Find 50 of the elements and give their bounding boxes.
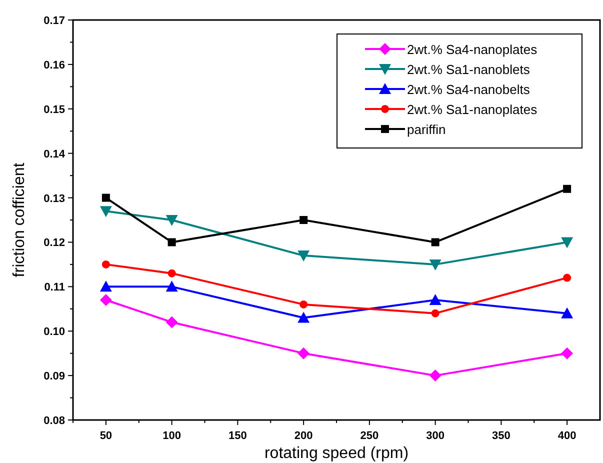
x-tick-label: 250 (360, 430, 379, 442)
point (300, 300, 308, 308)
point (563, 274, 572, 282)
legend-label: 2wt.% Sa1-nanoblets (407, 62, 530, 77)
y-tick-label: 0.11 (44, 282, 65, 294)
y-tick-label: 0.14 (44, 148, 66, 160)
x-tick-label: 300 (426, 430, 444, 442)
point (561, 307, 574, 318)
point (431, 238, 440, 246)
y-tick-label: 0.09 (44, 370, 65, 383)
x-tick-label: 50 (100, 430, 112, 442)
point (166, 280, 178, 292)
x-tick-label: 100 (162, 430, 181, 442)
x-tick-label: 400 (558, 430, 576, 442)
point (298, 347, 310, 360)
y-tick-label: 0.13 (44, 192, 65, 205)
y-tick-label: 0.10 (44, 326, 65, 338)
y-tick-label: 0.12 (44, 237, 65, 250)
x-tick-label: 350 (492, 430, 510, 442)
point (168, 269, 176, 278)
point (429, 294, 442, 305)
legend-label: 2wt.% Sa4-nanoplates (407, 42, 538, 57)
point (102, 260, 110, 268)
x-tick-label: 200 (294, 430, 313, 442)
point (561, 237, 574, 248)
y-axis-title: friction cofficient (11, 162, 28, 278)
point (300, 216, 308, 224)
point (298, 250, 310, 262)
point (166, 215, 178, 226)
point (429, 370, 442, 382)
point (100, 294, 112, 306)
point (561, 347, 574, 360)
y-tick-label: 0.15 (44, 104, 65, 116)
point (563, 184, 572, 193)
legend-label: 2wt.% Sa4-nanobelts (407, 82, 530, 97)
y-tick-label: 0.08 (44, 415, 65, 427)
point (100, 280, 112, 292)
point (102, 194, 110, 202)
x-axis-title: rotating speed (rpm) (264, 445, 409, 462)
x-tick-label: 150 (228, 430, 247, 442)
y-tick-label: 0.16 (44, 59, 65, 72)
point (429, 259, 442, 270)
legend-label: 2wt.% Sa1-nanoplates (407, 102, 538, 117)
y-tick-label: 0.17 (44, 15, 65, 27)
legend-label: pariffin (407, 122, 446, 137)
point (431, 309, 440, 318)
point (298, 312, 310, 323)
point (168, 238, 176, 246)
point (100, 206, 112, 218)
point (166, 316, 178, 328)
